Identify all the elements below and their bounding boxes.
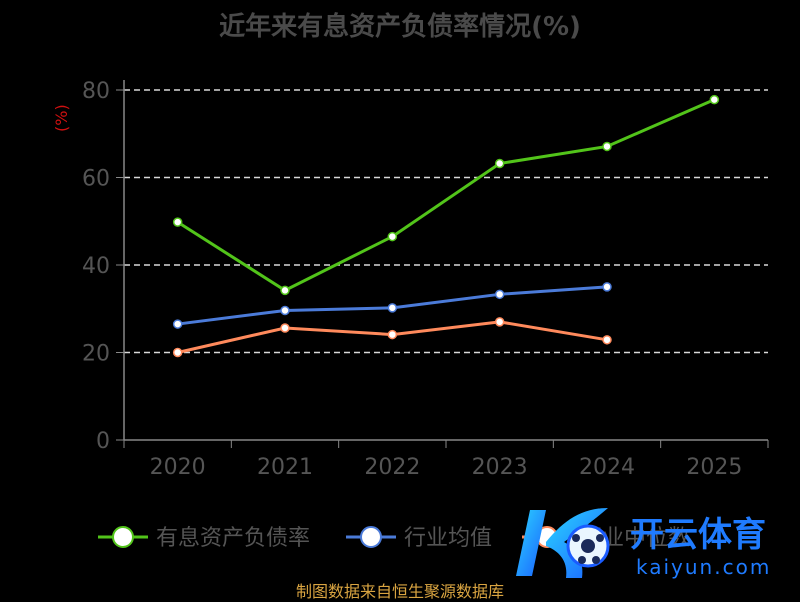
data-point [602,282,612,292]
y-tick-label: 40 [82,254,110,279]
data-point [709,94,720,105]
x-tick-label: 2023 [472,455,528,480]
y-tick-label: 0 [96,429,110,454]
y-tick-label: 80 [82,79,110,104]
legend-label: 有息资产负债率 [156,526,310,551]
data-point [602,335,612,345]
data-point [494,289,505,300]
x-tick-label: 2024 [579,455,635,480]
chart-title: 近年来有息资产负债率情况(%) [219,12,581,42]
kaiyun-watermark-logo: 开云体育 kaiyun.com [516,508,771,579]
svg-text:开云体育: 开云体育 [630,515,766,555]
series-line [176,98,715,293]
data-point [494,317,505,327]
data-point [280,285,290,296]
data-point [280,323,290,333]
legend-marker [360,526,382,548]
x-tick-label: 2022 [364,455,420,480]
x-tick-label: 2020 [150,455,206,480]
data-point [387,303,398,313]
data-point [494,158,505,169]
y-tick-label: 20 [82,342,110,367]
data-point [172,347,183,358]
data-point [172,319,183,329]
data-point [602,141,612,152]
legend-label: 行业均值 [404,526,492,551]
data-point [172,217,183,227]
data-point [387,329,398,340]
legend-marker [112,526,134,548]
svg-text:kaiyun.com: kaiyun.com [636,555,771,579]
source-note: 制图数据来自恒生聚源数据库 [295,582,504,601]
y-tick-label: 60 [82,167,110,192]
y-axis-label: (%) [52,104,71,132]
x-tick-label: 2021 [257,455,313,480]
data-point [387,231,398,242]
data-point [280,305,290,316]
x-tick-label: 2025 [686,455,742,480]
